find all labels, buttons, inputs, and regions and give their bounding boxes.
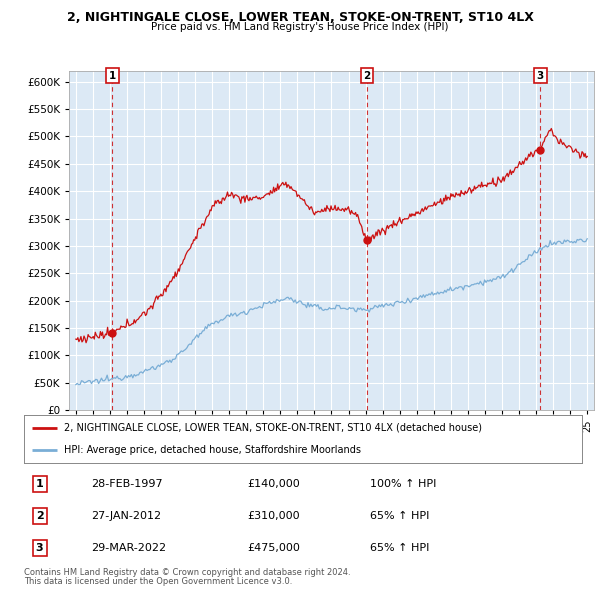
Text: 65% ↑ HPI: 65% ↑ HPI bbox=[370, 511, 430, 521]
Text: This data is licensed under the Open Government Licence v3.0.: This data is licensed under the Open Gov… bbox=[24, 577, 292, 586]
Text: 2: 2 bbox=[36, 511, 43, 521]
Text: HPI: Average price, detached house, Staffordshire Moorlands: HPI: Average price, detached house, Staf… bbox=[64, 445, 361, 455]
Text: 2, NIGHTINGALE CLOSE, LOWER TEAN, STOKE-ON-TRENT, ST10 4LX (detached house): 2, NIGHTINGALE CLOSE, LOWER TEAN, STOKE-… bbox=[64, 423, 482, 433]
Text: 28-FEB-1997: 28-FEB-1997 bbox=[91, 478, 163, 489]
Text: 1: 1 bbox=[36, 478, 43, 489]
Text: Contains HM Land Registry data © Crown copyright and database right 2024.: Contains HM Land Registry data © Crown c… bbox=[24, 568, 350, 576]
Text: 2, NIGHTINGALE CLOSE, LOWER TEAN, STOKE-ON-TRENT, ST10 4LX: 2, NIGHTINGALE CLOSE, LOWER TEAN, STOKE-… bbox=[67, 11, 533, 24]
Text: £310,000: £310,000 bbox=[247, 511, 300, 521]
Text: Price paid vs. HM Land Registry's House Price Index (HPI): Price paid vs. HM Land Registry's House … bbox=[151, 22, 449, 32]
Text: 3: 3 bbox=[536, 71, 544, 81]
Text: £140,000: £140,000 bbox=[247, 478, 300, 489]
Text: 65% ↑ HPI: 65% ↑ HPI bbox=[370, 543, 430, 553]
Text: 1: 1 bbox=[109, 71, 116, 81]
Text: 2: 2 bbox=[363, 71, 370, 81]
Text: 29-MAR-2022: 29-MAR-2022 bbox=[91, 543, 166, 553]
Text: 3: 3 bbox=[36, 543, 43, 553]
Text: £475,000: £475,000 bbox=[247, 543, 300, 553]
Text: 100% ↑ HPI: 100% ↑ HPI bbox=[370, 478, 436, 489]
Text: 27-JAN-2012: 27-JAN-2012 bbox=[91, 511, 161, 521]
